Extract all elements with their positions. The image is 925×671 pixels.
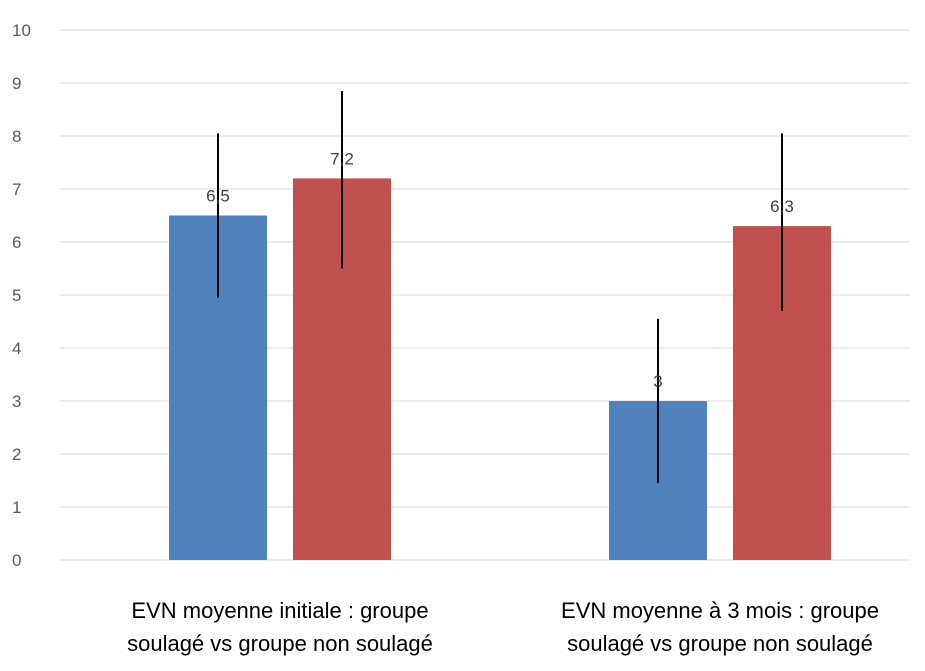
y-tick-label-1: 1 <box>12 498 21 517</box>
data-label-series1-cat0: 7,2 <box>330 149 354 168</box>
error-bars <box>217 90 783 484</box>
y-tick-label-2: 2 <box>12 445 21 464</box>
category-label-1-line0: EVN moyenne à 3 mois : groupe <box>561 598 879 623</box>
y-tick-label-6: 6 <box>12 233 21 252</box>
y-tick-label-7: 7 <box>12 180 21 199</box>
y-axis-tick-labels: 0 1 2 3 4 5 6 7 8 9 10 <box>12 21 31 570</box>
data-label-series0-cat0: 6,5 <box>206 187 230 206</box>
y-tick-label-9: 9 <box>12 74 21 93</box>
y-tick-label-5: 5 <box>12 286 21 305</box>
category-label-1-line1: soulagé vs groupe non soulagé <box>567 631 873 656</box>
x-axis-category-labels: EVN moyenne initiale : groupe soulagé vs … <box>127 598 879 656</box>
category-label-0-line1: soulagé vs groupe non soulagé <box>127 631 433 656</box>
y-tick-label-8: 8 <box>12 127 21 146</box>
data-labels: 6,5 3 7,2 6,3 <box>206 149 794 391</box>
data-label-series0-cat1: 3 <box>653 372 662 391</box>
y-tick-label-3: 3 <box>12 392 21 411</box>
bars <box>169 178 831 560</box>
category-label-0-line0: EVN moyenne initiale : groupe <box>131 598 428 623</box>
data-label-series1-cat1: 6,3 <box>770 197 794 216</box>
y-tick-label-10: 10 <box>12 21 31 40</box>
y-tick-label-4: 4 <box>12 339 21 358</box>
y-tick-label-0: 0 <box>12 551 21 570</box>
